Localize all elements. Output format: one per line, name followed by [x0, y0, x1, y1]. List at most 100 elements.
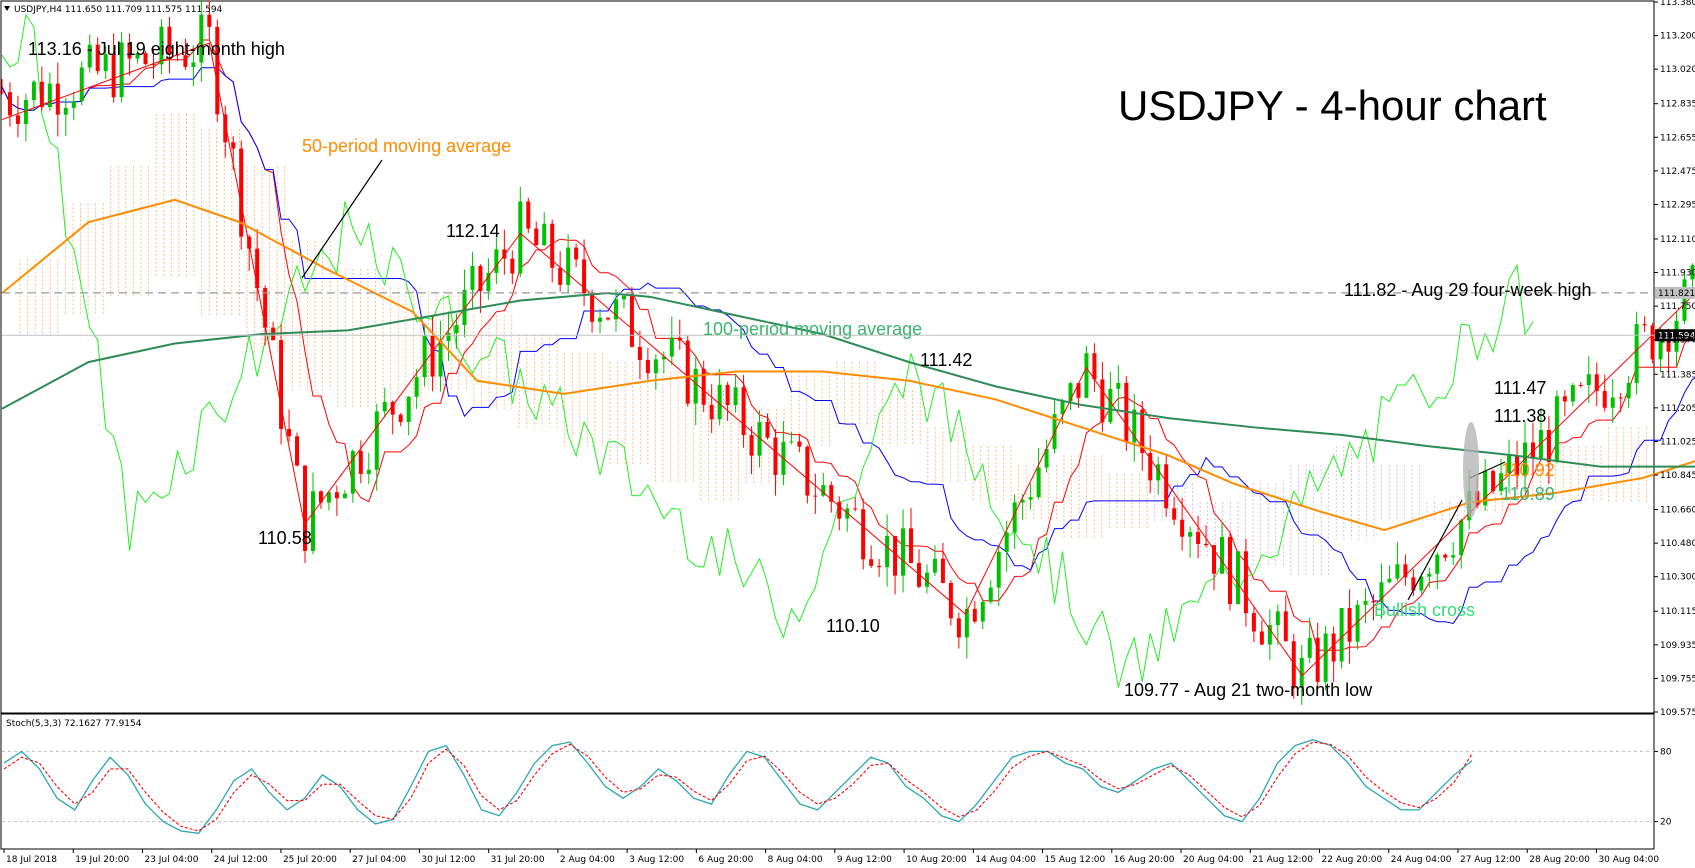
price-tick-label: 110.660 [1660, 506, 1695, 516]
time-axis: 18 Jul 2018 19 Jul 20:00 23 Jul 04:00 24 Ju… [3, 849, 1659, 865]
candle-body [590, 293, 595, 322]
pointer-50-ma [301, 159, 383, 279]
candle-body [358, 451, 363, 474]
candle-body [1235, 551, 1240, 604]
candle-body [39, 81, 44, 108]
candle-body [223, 114, 228, 143]
price-tick-label: 113.380 [1660, 0, 1695, 8]
level-marker-box [1655, 286, 1695, 299]
candle-body [518, 201, 523, 274]
annotation-110-58: 110.58 [258, 528, 312, 548]
price-tick-label: 112.110 [1660, 235, 1695, 245]
candle-body [1315, 637, 1320, 682]
candle-body [566, 247, 571, 285]
candle-body [342, 493, 347, 499]
candle-body [677, 337, 682, 341]
candle-body [1507, 455, 1512, 474]
price-tick-label: 110.300 [1660, 573, 1695, 583]
candle-body [486, 272, 491, 292]
candle-body [1554, 396, 1559, 463]
candle-body [733, 387, 738, 406]
candle-body [1204, 544, 1209, 546]
tenkan-line [1, 39, 1695, 651]
candle-body [1219, 537, 1224, 574]
candle-body [502, 249, 507, 259]
candle-body [382, 402, 387, 412]
candle-body [390, 402, 395, 415]
candle-body [398, 414, 403, 422]
price-axis: 113.380 113.200 113.020 112.835 112.655 112.4… [1654, 0, 1695, 718]
candle-body [853, 508, 858, 510]
candle-body [255, 248, 260, 289]
candle-body [621, 295, 626, 300]
candle-body [119, 42, 124, 98]
zigzag-line [1, 42, 1695, 677]
candle-body [279, 340, 284, 429]
price-tick-label: 110.115 [1660, 607, 1695, 617]
candle-body [470, 265, 475, 290]
candle-body [1594, 374, 1599, 391]
candle-body [948, 582, 953, 619]
candle-body [1530, 442, 1535, 458]
candle-body [1491, 470, 1496, 492]
candle-body [1068, 383, 1073, 402]
candle-body [629, 295, 634, 347]
candle-body [183, 55, 188, 67]
candle-body [1172, 508, 1177, 520]
candle-body [1570, 385, 1575, 402]
candle-body [1227, 537, 1232, 604]
current-price-label: 111.594 [1658, 331, 1695, 341]
annotation-111-42: 111.42 [920, 350, 972, 370]
main-panel-frame [0, 0, 1655, 714]
candle-body [0, 91, 4, 93]
candle-body [31, 81, 36, 101]
candle-body [606, 317, 611, 320]
annotation-110-10: 110.10 [826, 616, 880, 636]
candle-body [550, 223, 555, 268]
candle-body [669, 337, 674, 357]
candle-body [956, 618, 961, 638]
candle-body [1275, 611, 1280, 626]
candle-body [239, 148, 244, 237]
candle-body [940, 558, 945, 583]
candle-body [1459, 520, 1464, 556]
price-tick-label: 113.020 [1660, 65, 1695, 75]
candle-body [1602, 390, 1607, 408]
candle-body [1347, 608, 1352, 642]
candle-body [789, 441, 794, 443]
ma-50-line [1, 198, 1695, 532]
candle-body [1092, 353, 1097, 380]
candle-body [1403, 564, 1408, 578]
candle-body [1036, 467, 1041, 498]
candle-body [1586, 374, 1591, 386]
price-tick-label: 113.200 [1660, 32, 1695, 42]
candle-body [1044, 448, 1049, 468]
pointer-bullish-cross [1407, 499, 1463, 601]
time-tick-label: 24 Aug 04:00 [1391, 855, 1452, 865]
candle-body [1004, 532, 1009, 552]
time-tick-label: 25 Jul 20:00 [283, 855, 337, 865]
candle-body [1299, 657, 1304, 688]
candle-body [215, 26, 220, 115]
current-price-box [1655, 329, 1695, 342]
annotation-two-month-low: 109.77 - Aug 21 two-month low [1124, 680, 1373, 700]
candle-body [1156, 464, 1161, 481]
stoch-signal-line [3, 741, 1473, 832]
candle-body [15, 115, 20, 124]
candle-body [1307, 637, 1312, 658]
price-tick-label: 112.835 [1660, 100, 1695, 110]
candle-body [135, 53, 140, 59]
time-tick-label: 22 Aug 20:00 [1322, 855, 1383, 865]
header-triangle-icon [4, 6, 10, 11]
candle-body [582, 259, 587, 294]
candle-body [1196, 532, 1201, 545]
candle-body [414, 377, 419, 397]
candle-body [167, 26, 172, 55]
price-tick-label: 112.475 [1660, 167, 1695, 177]
candle-body [757, 422, 762, 456]
candle-body [310, 491, 315, 551]
candle-body [7, 92, 12, 116]
annotation-eight-month-high: 113.16 - Jul 19 eight-month high [28, 39, 285, 59]
candle-body [1140, 409, 1145, 454]
candle-body [1658, 333, 1663, 360]
